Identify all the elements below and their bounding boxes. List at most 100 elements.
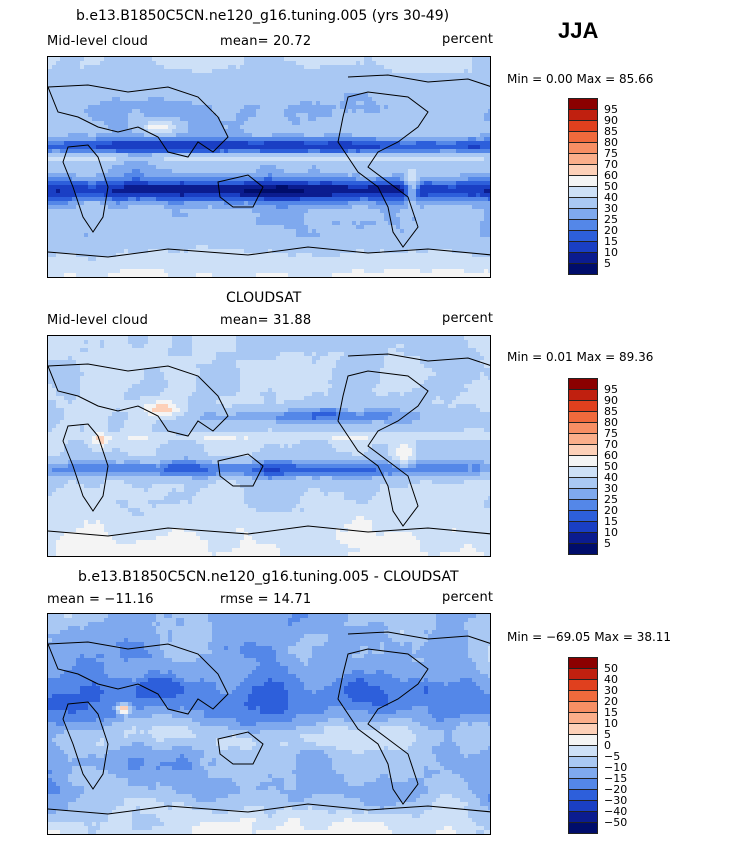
colorbar-swatch [568,378,598,390]
colorbar-swatch [568,712,598,724]
panel-3-mean-label: mean = −11.16 [47,592,154,607]
colorbar-tick-label: 10 [604,245,618,259]
colorbar-tick-label: 30 [604,683,618,697]
colorbar-swatch [568,263,598,275]
colorbar-swatch [568,230,598,242]
colorbar-tick-label: −5 [604,749,621,763]
coastlines [48,353,490,537]
colorbar-tick-label: 40 [604,672,618,686]
colorbar-swatch [568,98,598,110]
colorbar-swatch [568,745,598,757]
colorbar-tick-label: 85 [604,124,618,138]
colorbar-swatch [568,668,598,680]
colorbar-swatch [568,389,598,401]
colorbar-tick-label: 70 [604,437,618,451]
panel-1-mean-label: mean= 20.72 [220,34,312,49]
colorbar-swatch [568,756,598,768]
colorbar-swatch [568,543,598,555]
colorbar-tick-label: 10 [604,525,618,539]
colorbar-swatch [568,109,598,121]
colorbar-swatch [568,411,598,423]
coastlines [48,631,490,815]
colorbar-swatch [568,811,598,823]
colorbar-swatch [568,701,598,713]
colorbar-tick-label: −50 [604,815,628,829]
colorbar-swatch [568,142,598,154]
colorbar-swatch [568,153,598,165]
colorbar-swatch [568,690,598,702]
panel-2-mean-label: mean= 31.88 [220,313,312,328]
colorbar-tick-label: −30 [604,793,628,807]
season-label: JJA [558,18,599,43]
colorbar-swatch [568,241,598,253]
colorbar-tick-label: 15 [604,514,618,528]
colorbar-tick-label: 25 [604,492,618,506]
colorbar-tick-label: 5 [604,256,611,270]
colorbar-tick-label: 15 [604,705,618,719]
colorbar-tick-label: 15 [604,234,618,248]
colorbar-swatch [568,778,598,790]
colorbar-swatch [568,197,598,209]
panel-3-minmax: Min = −69.05 Max = 38.11 [507,630,672,644]
colorbar-swatch [568,532,598,544]
panel-3-map [47,613,491,835]
colorbar-swatch [568,510,598,522]
colorbar-swatch [568,488,598,500]
colorbar-tick-label: −10 [604,760,628,774]
colorbar-tick-label: 10 [604,716,618,730]
colorbar-tick-label: 30 [604,201,618,215]
colorbar-tick-label: 25 [604,212,618,226]
colorbar-tick-label: 85 [604,404,618,418]
panel-1-variable-label: Mid-level cloud [47,34,149,49]
colorbar-swatch [568,208,598,220]
colorbar-tick-label: 0 [604,738,611,752]
colorbar-tick-label: 90 [604,113,618,127]
panel-1-title: b.e13.B1850C5CN.ne120_g16.tuning.005 (yr… [76,8,450,24]
panel-3-colorbar: 50 40 30 20 15 10 5 0 −5 −10 −15 −20 −30 −40 −50 [568,657,627,834]
colorbar-swatch [568,252,598,264]
colorbar-tick-label: 80 [604,415,618,429]
panel-2-units-label: percent [442,311,494,326]
colorbar-tick-label: 60 [604,448,618,462]
colorbar-swatch [568,477,598,489]
colorbar-tick-label: −20 [604,782,628,796]
colorbar-tick-label: 5 [604,536,611,550]
colorbar-swatch [568,120,598,132]
colorbar-tick-label: −40 [604,804,628,818]
panel-2-title: CLOUDSAT [226,290,302,306]
colorbar-tick-label: 90 [604,393,618,407]
panel-1-minmax: Min = 0.00 Max = 85.66 [507,72,654,86]
colorbar-swatch [568,822,598,834]
panel-3-units-label: percent [442,590,494,605]
colorbar-tick-label: 20 [604,223,618,237]
colorbar-tick-label: 40 [604,470,618,484]
panel-1-colorbar: 95 90 85 80 75 70 60 50 40 30 25 20 15 10 5 [568,98,618,275]
colorbar-swatch [568,164,598,176]
colorbar-swatch [568,466,598,478]
colorbar-swatch [568,499,598,511]
contour-field [48,57,490,277]
panel-1-units-label: percent [442,32,494,47]
colorbar-tick-label: 95 [604,102,618,116]
colorbar-swatch [568,723,598,735]
colorbar-tick-label: 95 [604,382,618,396]
panel-3-rmse-label: rmse = 14.71 [220,592,312,607]
colorbar-tick-label: −15 [604,771,628,785]
colorbar-swatch [568,186,598,198]
panel-3-title: b.e13.B1850C5CN.ne120_g16.tuning.005 - C… [78,569,459,585]
colorbar-swatch [568,400,598,412]
colorbar-tick-label: 75 [604,146,618,160]
colorbar-tick-label: 60 [604,168,618,182]
colorbar-swatch [568,657,598,669]
colorbar-tick-label: 30 [604,481,618,495]
panel-2-map [47,335,491,557]
colorbar-tick-label: 20 [604,503,618,517]
colorbar-swatch [568,131,598,143]
colorbar-swatch [568,800,598,812]
colorbar-tick-label: 75 [604,426,618,440]
panel-1-map [47,56,491,278]
colorbar-swatch [568,734,598,746]
colorbar-tick-label: 5 [604,727,611,741]
colorbar-tick-label: 80 [604,135,618,149]
colorbar-tick-label: 20 [604,694,618,708]
